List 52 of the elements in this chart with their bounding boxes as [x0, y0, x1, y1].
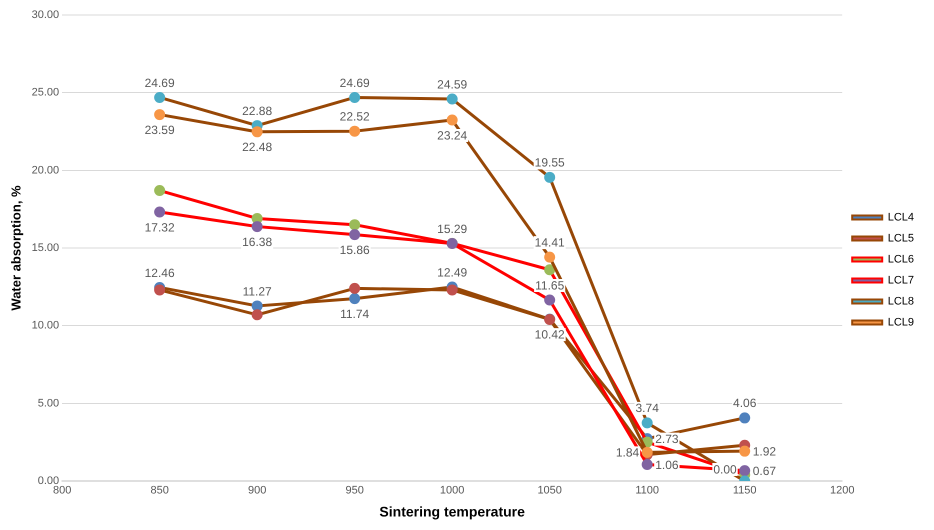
data-label: 23.24	[437, 128, 468, 142]
data-label: 1.92	[752, 444, 776, 458]
y-tick-label: 10.00	[32, 320, 60, 332]
y-tick-label: 20.00	[32, 164, 60, 176]
data-label: 15.29	[437, 222, 468, 236]
data-label: 3.74	[636, 401, 660, 416]
data-label: 19.55	[534, 156, 566, 170]
data-label: 10.42	[534, 327, 566, 342]
legend-label: LCL8	[888, 296, 914, 308]
x-tick-label: 950	[345, 484, 364, 497]
x-tick-label: 1000	[440, 484, 464, 497]
data-label: 16.38	[242, 234, 272, 249]
data-label: 11.74	[340, 306, 370, 321]
data-label: 11.27	[242, 284, 272, 298]
data-label: 1.06	[655, 458, 679, 472]
data-label: 24.69	[340, 76, 370, 90]
data-label: 22.88	[242, 104, 272, 118]
data-label: 1.84	[616, 446, 640, 460]
x-tick-label: 1150	[732, 484, 757, 497]
data-label: 22.48	[242, 140, 272, 154]
x-tick-label: 800	[52, 484, 72, 497]
y-tick-label: 15.00	[32, 242, 60, 254]
y-tick-label: 30.00	[32, 9, 60, 22]
x-axis-title: Sintering temperature	[379, 503, 526, 520]
legend-label: LCL6	[888, 254, 914, 266]
data-label: 12.49	[437, 265, 468, 280]
data-label: 24.69	[144, 76, 175, 90]
y-axis-title: Water absorption, %	[8, 184, 24, 311]
data-label: 15.86	[340, 242, 370, 257]
x-tick-label: 1100	[635, 484, 660, 497]
data-label: 14.41	[534, 235, 566, 250]
x-tick-label: 1200	[830, 484, 854, 497]
x-tick-label: 1050	[537, 484, 562, 497]
data-label: 23.59	[144, 122, 175, 137]
y-tick-label: 0.00	[38, 475, 60, 488]
data-label: 2.73	[655, 432, 679, 446]
data-label: 24.59	[437, 77, 468, 92]
data-label: 22.52	[340, 110, 370, 124]
legend-label: LCL7	[888, 274, 914, 287]
data-label: 11.65	[535, 278, 565, 292]
x-tick-label: 900	[248, 484, 266, 497]
data-label: 0.00	[713, 462, 738, 476]
data-label: 17.32	[144, 220, 175, 234]
legend-label: LCL9	[888, 316, 914, 329]
y-tick-label: 5.00	[38, 397, 60, 410]
data-label: 12.46	[144, 266, 175, 280]
x-tick-label: 850	[150, 484, 169, 497]
data-label: 4.06	[733, 396, 757, 410]
y-tick-label: 25.00	[32, 86, 60, 99]
data-label: 0.67	[752, 464, 776, 478]
legend-label: LCL4	[888, 212, 914, 224]
legend-label: LCL5	[888, 232, 914, 245]
